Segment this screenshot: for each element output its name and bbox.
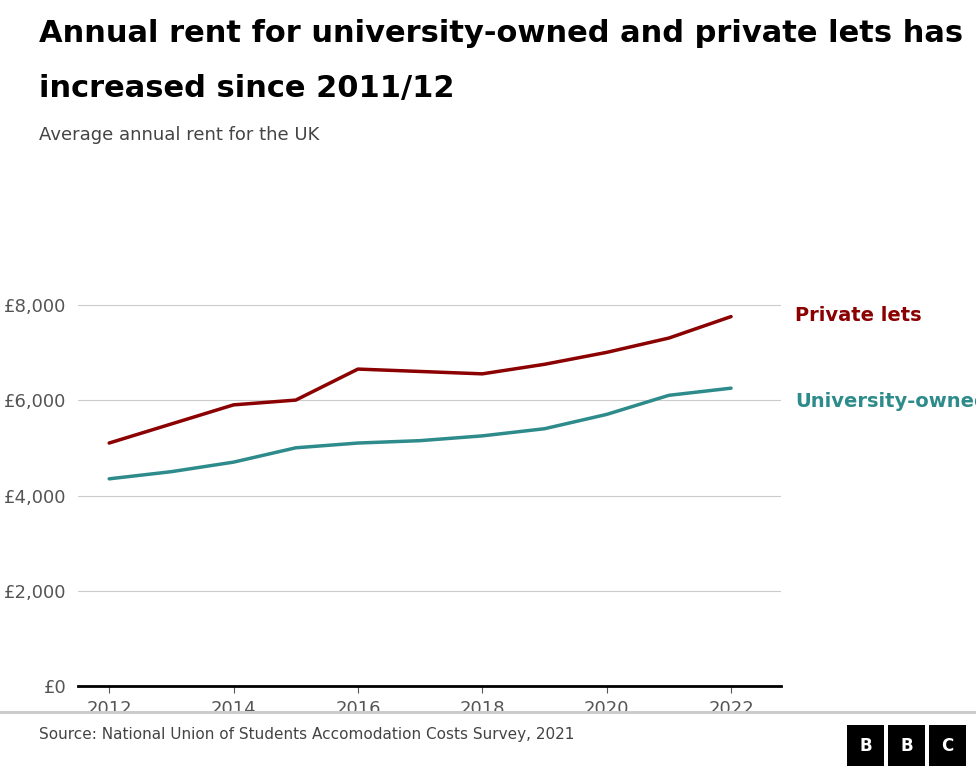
Text: B: B <box>901 736 913 755</box>
Text: University-owned: University-owned <box>795 392 976 411</box>
Text: B: B <box>860 736 872 755</box>
Text: Average annual rent for the UK: Average annual rent for the UK <box>39 126 319 144</box>
Text: Source: National Union of Students Accomodation Costs Survey, 2021: Source: National Union of Students Accom… <box>39 727 575 742</box>
Text: Annual rent for university-owned and private lets has: Annual rent for university-owned and pri… <box>39 20 963 48</box>
Text: C: C <box>942 736 954 755</box>
Text: Private lets: Private lets <box>795 307 922 325</box>
Text: increased since 2011/12: increased since 2011/12 <box>39 74 455 103</box>
